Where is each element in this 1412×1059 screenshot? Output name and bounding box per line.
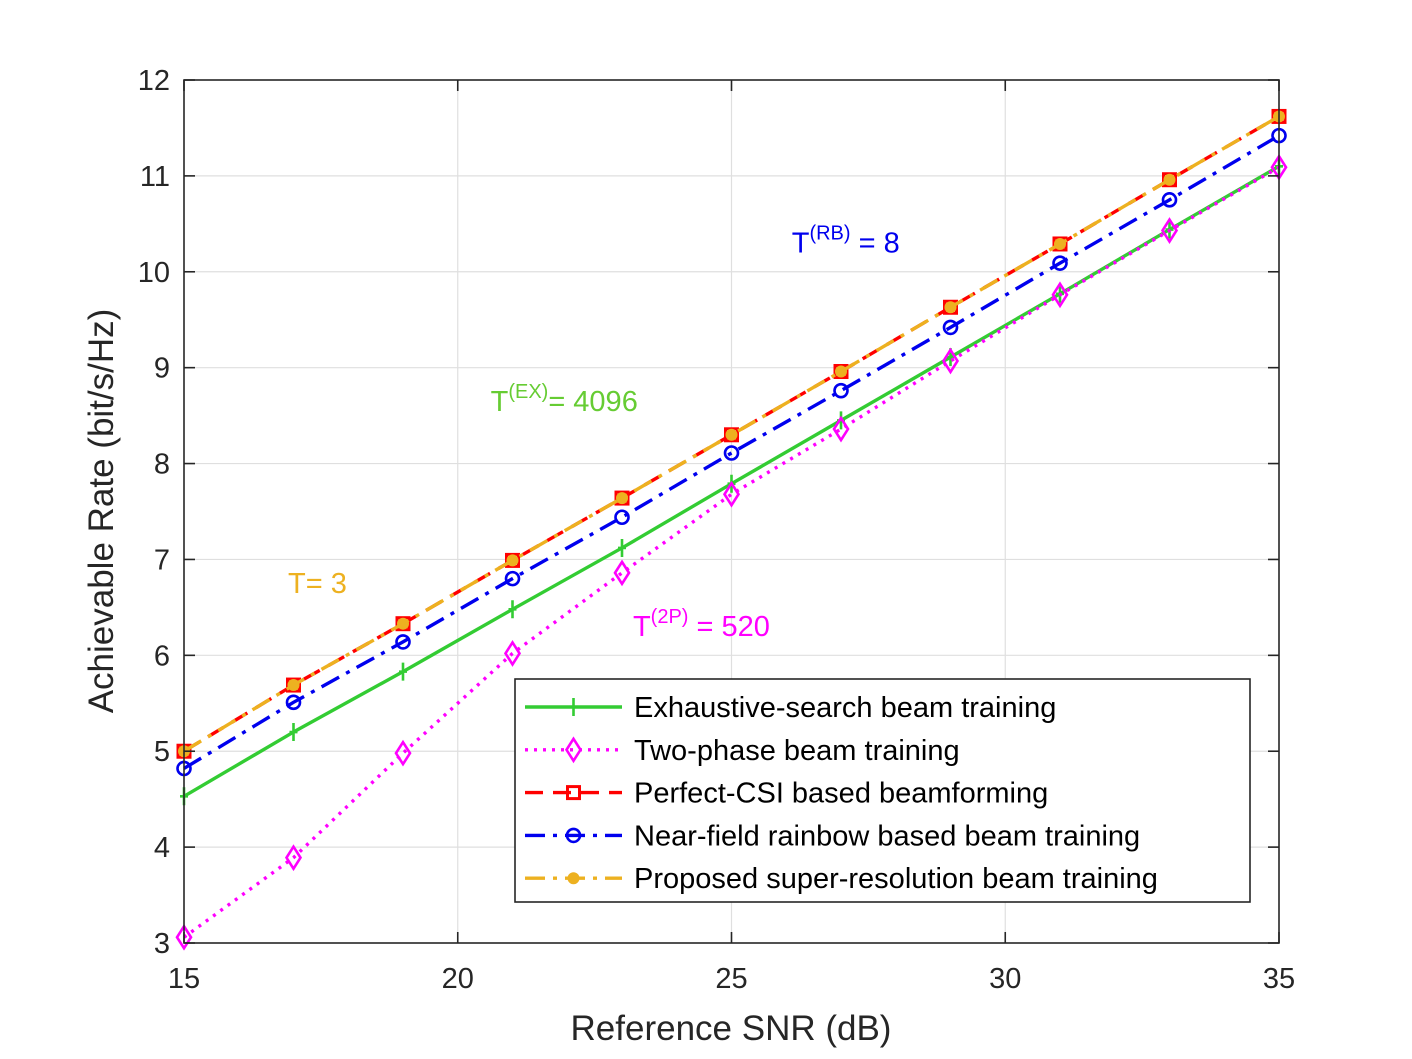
annotation-rb-base: T	[792, 228, 810, 260]
data-point	[506, 554, 519, 567]
data-point	[1052, 255, 1068, 271]
annotation-rb-sup: (RB)	[809, 223, 850, 245]
annotation-ex-base: T	[491, 386, 509, 418]
legend-marker	[567, 872, 580, 885]
ticks: 15 20 25 30 35 3 4 5 6 7 8 9 10 11 12	[138, 65, 1295, 995]
y-tick-label: 9	[154, 353, 170, 385]
annotation-ex-suffix: = 4096	[548, 386, 638, 418]
legend-marker	[564, 736, 583, 764]
series-line	[183, 134, 1280, 770]
annotation-2p-suffix: = 520	[688, 611, 769, 643]
data-point	[1054, 237, 1066, 250]
data-point	[175, 923, 193, 951]
data-point	[287, 679, 300, 692]
data-point	[394, 739, 412, 767]
series-line	[183, 165, 1280, 939]
data-point	[284, 844, 303, 872]
legend: Exhaustive-search beam training Two-phase…	[514, 678, 1251, 903]
series-group	[175, 108, 1288, 951]
data-point	[508, 600, 517, 619]
legend-label: Two-phase beam training	[634, 735, 960, 767]
annotation-ex-sup: (EX)	[508, 381, 548, 403]
annotation-2p: T(2P) = 520	[633, 606, 770, 643]
legend-label: Proposed super-resolution beam training	[634, 863, 1158, 895]
data-point	[285, 694, 302, 711]
data-point	[395, 634, 411, 650]
x-tick-label: 25	[715, 963, 747, 995]
legend-label: Near-field rainbow based beam training	[634, 820, 1140, 852]
data-point	[503, 639, 522, 667]
series-line	[183, 114, 1280, 753]
annotation-t3: T= 3	[288, 568, 347, 600]
legend-marker	[565, 827, 582, 844]
data-point	[613, 559, 631, 587]
x-tick-label: 35	[1263, 963, 1295, 995]
y-tick-label: 12	[138, 65, 170, 97]
data-point	[722, 480, 741, 508]
legend-entry-0: Exhaustive-search beam training	[525, 692, 1056, 724]
legend-entry-3: Near-field rainbow based beam training	[525, 820, 1140, 852]
legend-label: Exhaustive-search beam training	[634, 692, 1056, 724]
y-axis-label: Achievable Rate (bit/s/Hz)	[82, 309, 121, 714]
series-3	[176, 127, 1287, 777]
y-tick-label: 7	[154, 544, 170, 576]
data-point	[397, 617, 409, 630]
annotation-ex: T(EX)= 4096	[491, 381, 638, 418]
y-tick-label: 3	[154, 928, 170, 960]
legend-marker	[569, 698, 578, 716]
x-axis-label: Reference SNR (dB)	[571, 1009, 892, 1048]
data-point	[1051, 281, 1069, 309]
data-point	[833, 382, 849, 399]
legend-entry-2: Perfect-CSI based beamforming	[525, 778, 1048, 810]
legend-entry-1: Two-phase beam training	[525, 735, 960, 767]
y-tick-label: 6	[154, 640, 170, 672]
y-tick-label: 11	[140, 161, 170, 193]
data-point	[832, 415, 850, 443]
x-tick-label: 20	[442, 963, 474, 995]
data-point	[725, 428, 738, 441]
data-point	[835, 365, 847, 378]
annotation-t3-base: T= 3	[288, 568, 347, 600]
data-point	[399, 662, 407, 681]
y-tick-label: 10	[138, 257, 170, 289]
legend-box	[514, 678, 1251, 903]
data-point	[289, 723, 298, 742]
data-point	[941, 347, 960, 375]
annotation-rb: T(RB) = 8	[792, 223, 900, 260]
data-point	[616, 492, 628, 505]
data-point	[723, 445, 740, 461]
annotation-2p-base: T	[633, 611, 651, 643]
legend-marker	[566, 785, 581, 801]
data-point	[944, 301, 957, 314]
y-tick-label: 8	[154, 449, 170, 481]
data-point	[614, 509, 630, 526]
y-tick-label: 5	[154, 736, 170, 768]
data-point	[504, 570, 521, 587]
series-1	[175, 153, 1288, 951]
data-point	[618, 538, 626, 557]
annotation-2p-sup: (2P)	[651, 606, 689, 628]
data-point	[1161, 192, 1178, 208]
annotation-rb-suffix: = 8	[851, 228, 900, 260]
y-tick-label: 4	[154, 832, 170, 864]
series-4	[178, 110, 1285, 758]
x-tick-label: 30	[989, 963, 1021, 995]
data-point	[1163, 173, 1176, 186]
data-point	[942, 319, 959, 336]
legend-label: Perfect-CSI based beamforming	[634, 778, 1048, 810]
legend-entry-4: Proposed super-resolution beam training	[525, 863, 1158, 895]
data-point	[1160, 217, 1179, 244]
x-tick-label: 15	[168, 963, 200, 995]
